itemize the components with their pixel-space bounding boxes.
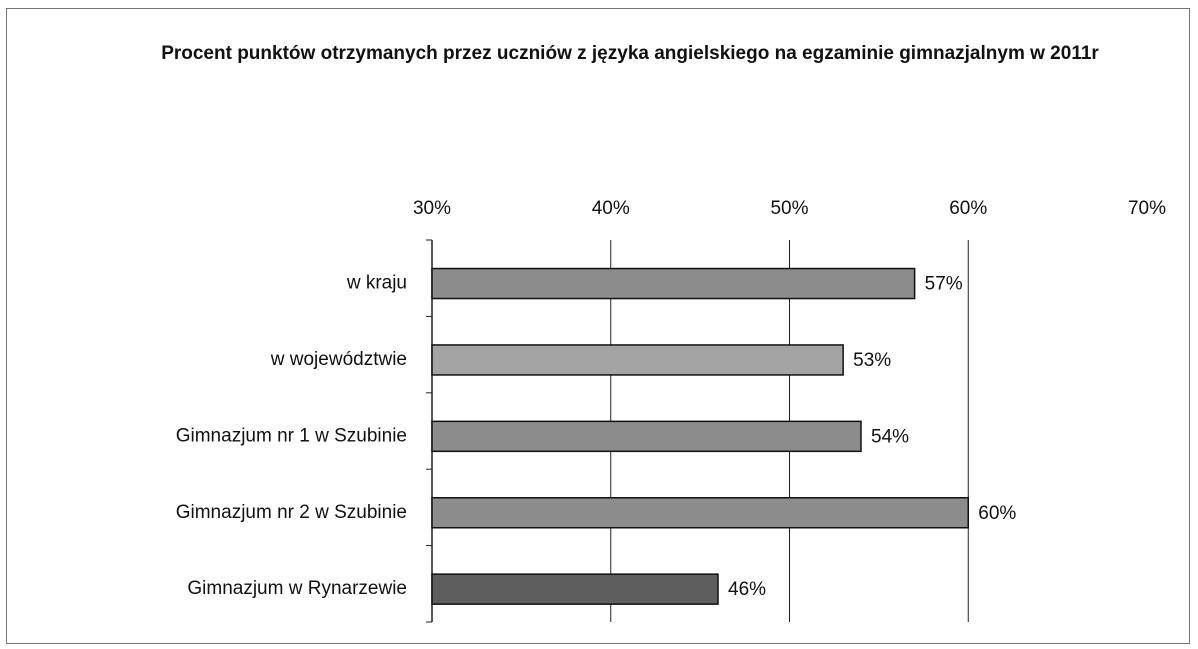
bar bbox=[431, 267, 916, 300]
y-tick-label: w kraju bbox=[346, 273, 407, 294]
value-label: 57% bbox=[925, 274, 963, 295]
y-tick-label: Gimnazjum w Rynarzewie bbox=[187, 578, 407, 599]
value-label: 46% bbox=[728, 579, 766, 600]
x-tick-label: 60% bbox=[949, 198, 987, 219]
y-tick-label: w województwie bbox=[270, 349, 407, 370]
bar bbox=[431, 573, 719, 605]
bar bbox=[431, 420, 862, 453]
chart-frame bbox=[6, 8, 1190, 644]
x-tick-label: 50% bbox=[770, 198, 808, 219]
value-label: 60% bbox=[978, 503, 1016, 524]
y-tick-label: Gimnazjum nr 1 w Szubinie bbox=[176, 425, 407, 446]
y-tick-label: Gimnazjum nr 2 w Szubinie bbox=[176, 502, 407, 523]
chart-title: Procent punktów otrzymanych przez ucznió… bbox=[161, 43, 1099, 64]
x-tick-label: 70% bbox=[1128, 198, 1166, 219]
value-label: 53% bbox=[853, 350, 891, 371]
x-tick-label: 30% bbox=[413, 198, 451, 219]
x-tick-label: 40% bbox=[592, 198, 630, 219]
value-label: 54% bbox=[871, 426, 909, 447]
bar bbox=[431, 496, 969, 529]
bar bbox=[431, 344, 844, 376]
